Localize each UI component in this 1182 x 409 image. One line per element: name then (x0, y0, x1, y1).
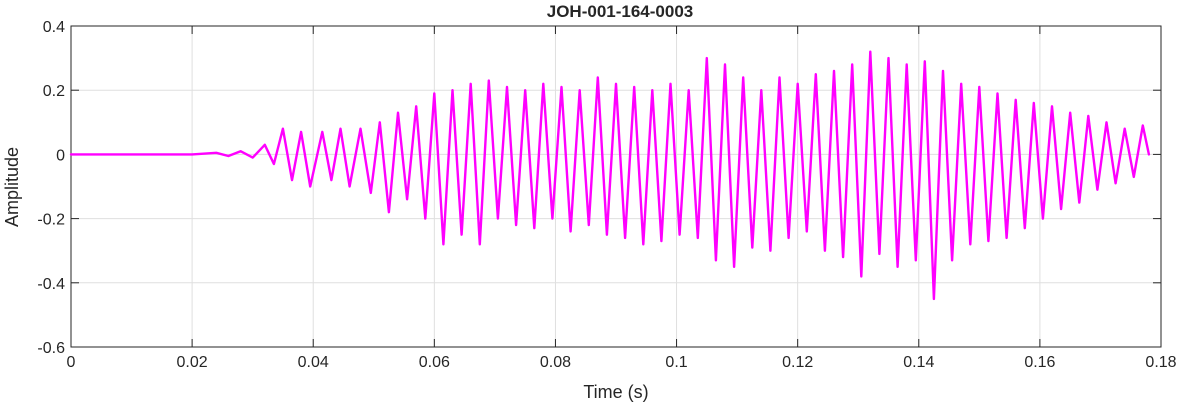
y-tick-label: 0.2 (43, 83, 65, 100)
x-tick-label: 0.04 (298, 354, 329, 371)
y-tick-label: 0.4 (43, 19, 65, 36)
x-tick-label: 0.12 (782, 354, 813, 371)
x-tick-label: 0.16 (1024, 354, 1055, 371)
grid (71, 26, 1161, 347)
x-tick-label: 0.14 (903, 354, 934, 371)
x-axis-label: Time (s) (583, 382, 648, 402)
x-tick-label: 0.02 (177, 354, 208, 371)
y-tick-label: -0.2 (37, 212, 65, 229)
y-tick-label: -0.4 (37, 276, 65, 293)
x-tick-label: 0.08 (540, 354, 571, 371)
y-tick-label: -0.6 (37, 340, 65, 357)
x-tick-label: 0.1 (665, 354, 687, 371)
chart-title: JOH-001-164-0003 (547, 2, 693, 21)
x-tick-label: 0 (67, 354, 76, 371)
y-tick-label: 0 (56, 147, 65, 164)
x-tick-label: 0.06 (419, 354, 450, 371)
plot-area (71, 26, 1161, 347)
x-tick-label: 0.18 (1145, 354, 1176, 371)
y-axis-label: Amplitude (2, 147, 22, 227)
